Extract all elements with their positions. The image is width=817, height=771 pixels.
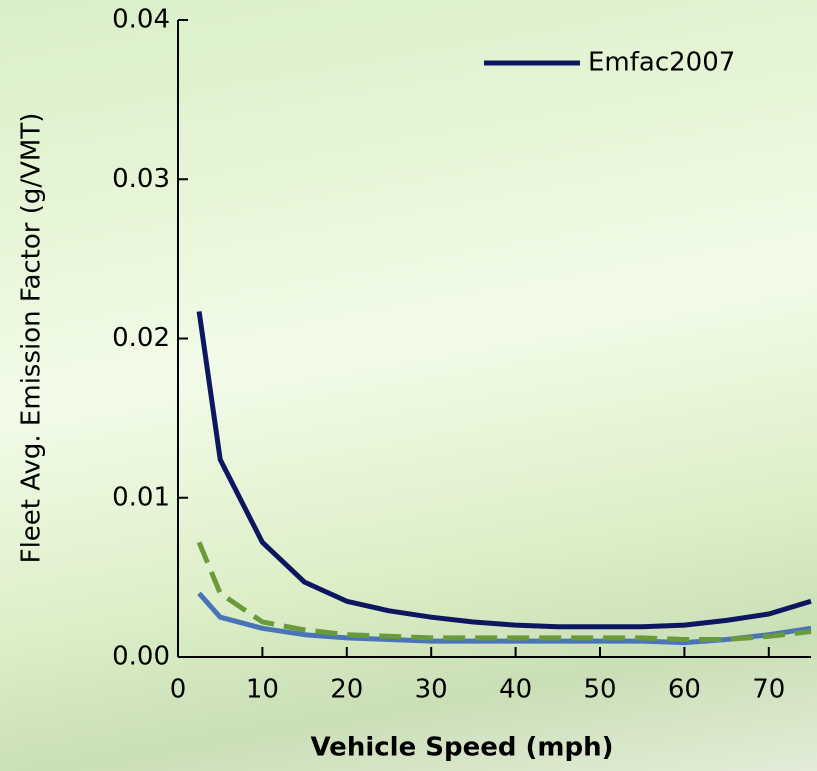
y-tick-label: 0.01 <box>112 482 170 512</box>
series-line <box>196 541 812 642</box>
x-tick-label: 0 <box>170 675 187 705</box>
x-tick-label: 20 <box>330 675 363 705</box>
x-tick-label: 50 <box>583 675 616 705</box>
y-tick-label: 0.03 <box>112 164 170 194</box>
y-tick-label: 0.02 <box>112 323 170 353</box>
x-tick-label: 70 <box>752 675 785 705</box>
x-tick-label: 40 <box>499 675 532 705</box>
x-tick-label: 30 <box>415 675 448 705</box>
x-tick-label: 60 <box>668 675 701 705</box>
y-axis-label: Fleet Avg. Emission Factor (g/VMT) <box>17 113 47 564</box>
x-tick-label: 10 <box>246 675 279 705</box>
series-line <box>197 591 812 646</box>
y-tick-label: 0.04 <box>112 5 170 35</box>
x-axis-label: Vehicle Speed (mph) <box>310 733 613 763</box>
legend-label: Emfac2007 <box>588 48 735 78</box>
series-line <box>196 311 812 630</box>
y-tick-label: 0.00 <box>112 642 170 672</box>
